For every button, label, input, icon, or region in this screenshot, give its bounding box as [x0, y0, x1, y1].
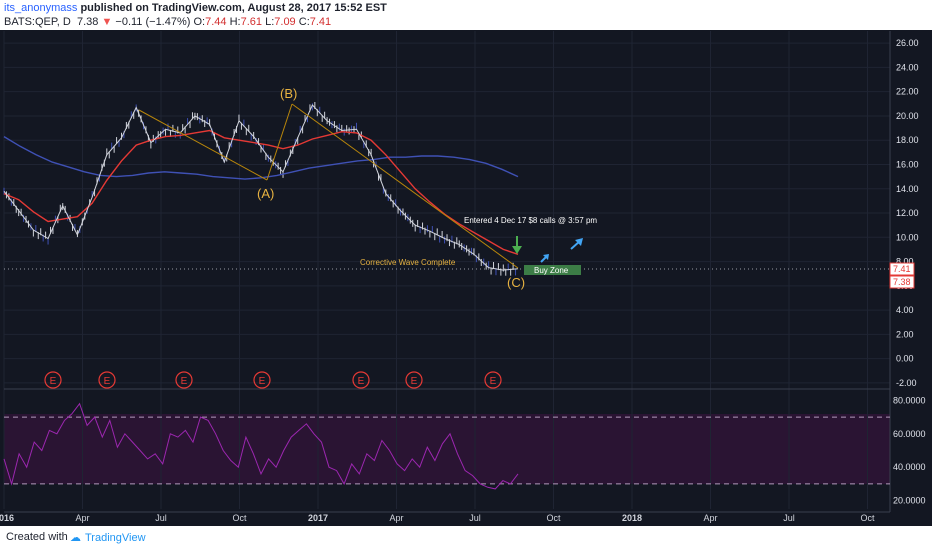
price-tick-label: 0.00 — [896, 354, 914, 364]
last-price-tag-label: 7.38 — [893, 277, 911, 287]
time-tick-label: Jul — [783, 513, 795, 523]
header-bar: its_anonymass published on TradingView.c… — [0, 0, 932, 30]
time-tick-label: Oct — [546, 513, 561, 523]
earnings-marker-label: E — [411, 376, 418, 387]
rsi-axis-ticks: 80.0000 60.0000 40.0000 20.0000 — [893, 395, 926, 505]
buy-zone-box — [524, 265, 581, 275]
time-tick-label: Jul — [155, 513, 167, 523]
created-with-text: Created with — [6, 531, 68, 543]
ohlc-line: BATS:QEP, D 7.38 ▼ −0.11 (−1.47%) O:7.44… — [4, 16, 331, 28]
earnings-marker-circle[interactable] — [175, 371, 193, 389]
time-tick-label: Jul — [469, 513, 481, 523]
price-tick-label: 4.00 — [896, 305, 914, 315]
price-line — [3, 104, 519, 271]
price-axis-ticks: 26.00 24.00 22.00 20.00 18.00 16.00 14.00 12.00… — [896, 38, 919, 388]
rsi-tick-label: 40.0000 — [893, 462, 926, 472]
close-price-tag-label: 7.41 — [893, 264, 911, 274]
earnings-marker-circle[interactable] — [98, 371, 116, 389]
wave-c-label: (C) — [507, 275, 526, 290]
open-value: 7.44 — [205, 16, 227, 28]
wave-b-trendline — [266, 103, 293, 181]
high-label: H: — [229, 16, 241, 28]
time-tick-label: 2018 — [622, 513, 642, 523]
earnings-marker-circle[interactable] — [484, 371, 502, 389]
close-label: C: — [298, 16, 310, 28]
time-tick-label: 2017 — [308, 513, 328, 523]
corrective-wave-note: Corrective Wave Complete — [360, 258, 456, 267]
price-candles — [3, 102, 517, 276]
cloud-icon: ☁ — [70, 532, 81, 544]
brand-label: TradingView — [85, 532, 146, 544]
earnings-marker-circle[interactable] — [44, 371, 62, 389]
price-tick-label: 8.00 — [896, 257, 914, 267]
rsi-tick-label: 20.0000 — [893, 496, 926, 506]
wave-c-trendline — [291, 103, 519, 269]
wave-a-label: (A) — [257, 186, 275, 201]
price-tick-label: 10.00 — [896, 232, 919, 242]
rsi-band-fill — [4, 414, 890, 484]
time-tick-label: Oct — [232, 513, 247, 523]
price-pane-bg — [4, 31, 890, 389]
time-tick-label: Oct — [860, 513, 875, 523]
up-arrow-small-icon — [543, 254, 549, 260]
earnings-marker-label: E — [358, 376, 365, 387]
earnings-marker-label: E — [181, 376, 188, 387]
low-value: 7.09 — [274, 16, 296, 28]
time-tick-label: Apr — [75, 513, 89, 523]
earnings-marker-label: E — [259, 376, 266, 387]
high-value: 7.61 — [240, 16, 263, 28]
price-tick-label: 24.00 — [896, 62, 919, 72]
tradingview-brand[interactable]: ☁ TradingView — [70, 531, 146, 544]
earnings-marker-label: E — [50, 376, 57, 387]
buy-zone-label: Buy Zone — [534, 266, 569, 275]
time-axis-ticks: 2016 Apr Jul Oct 2017 Apr Jul Oct 2018 Apr Jul Oct — [0, 513, 875, 523]
username-link[interactable]: its_anonymass — [4, 2, 78, 14]
wave-a-trendline — [138, 109, 268, 181]
price-tick-label: 18.00 — [896, 135, 919, 145]
low-label: L: — [265, 16, 275, 28]
close-price-tag — [889, 262, 915, 276]
close-value: 7.41 — [309, 16, 332, 28]
down-arrow-icon: ▼ — [101, 16, 113, 28]
earnings-marker-circle[interactable] — [352, 371, 370, 389]
rsi-tick-label: 60.0000 — [893, 429, 926, 439]
symbol-label: BATS:QEP, D — [4, 16, 71, 28]
time-tick-label: 2016 — [0, 513, 14, 523]
price-tick-label: 20.00 — [896, 111, 919, 121]
price-tick-label: -2.00 — [896, 378, 917, 388]
last-price: 7.38 — [76, 16, 99, 28]
time-tick-label: Apr — [389, 513, 403, 523]
entry-arrow-down-icon — [512, 246, 522, 254]
price-tick-label: 16.00 — [896, 159, 919, 169]
rsi-tick-label: 80.0000 — [893, 395, 926, 405]
open-label: O: — [193, 16, 206, 28]
earnings-marker-circle[interactable] — [253, 371, 271, 389]
publish-line: its_anonymass published on TradingView.c… — [4, 2, 387, 14]
price-tick-label: 14.00 — [896, 184, 919, 194]
price-change: −0.11 (−1.47%) — [115, 16, 191, 28]
entry-note: Entered 4 Dec 17 $8 calls @ 3:57 pm — [464, 216, 598, 225]
gridlines — [3, 31, 890, 509]
slow-moving-average-line — [3, 136, 519, 180]
earnings-marker-label: E — [104, 376, 111, 387]
price-tick-label: 12.00 — [896, 208, 919, 218]
wave-b-label: (B) — [280, 86, 298, 101]
fast-moving-average-line — [3, 129, 519, 255]
earnings-marker-label: E — [490, 376, 497, 387]
rsi-line — [3, 402, 519, 490]
price-tick-label: 26.00 — [896, 38, 919, 48]
price-tick-label: 22.00 — [896, 87, 919, 97]
time-tick-label: Apr — [703, 513, 717, 523]
price-tick-label: 2.00 — [896, 329, 914, 339]
footer-bar: Created with ☁ TradingView — [0, 526, 932, 550]
last-price-tag — [889, 275, 915, 289]
earnings-marker-circle[interactable] — [405, 371, 423, 389]
up-arrow-large-icon — [575, 238, 583, 246]
published-text: published on TradingView.com, August 28,… — [80, 2, 387, 14]
